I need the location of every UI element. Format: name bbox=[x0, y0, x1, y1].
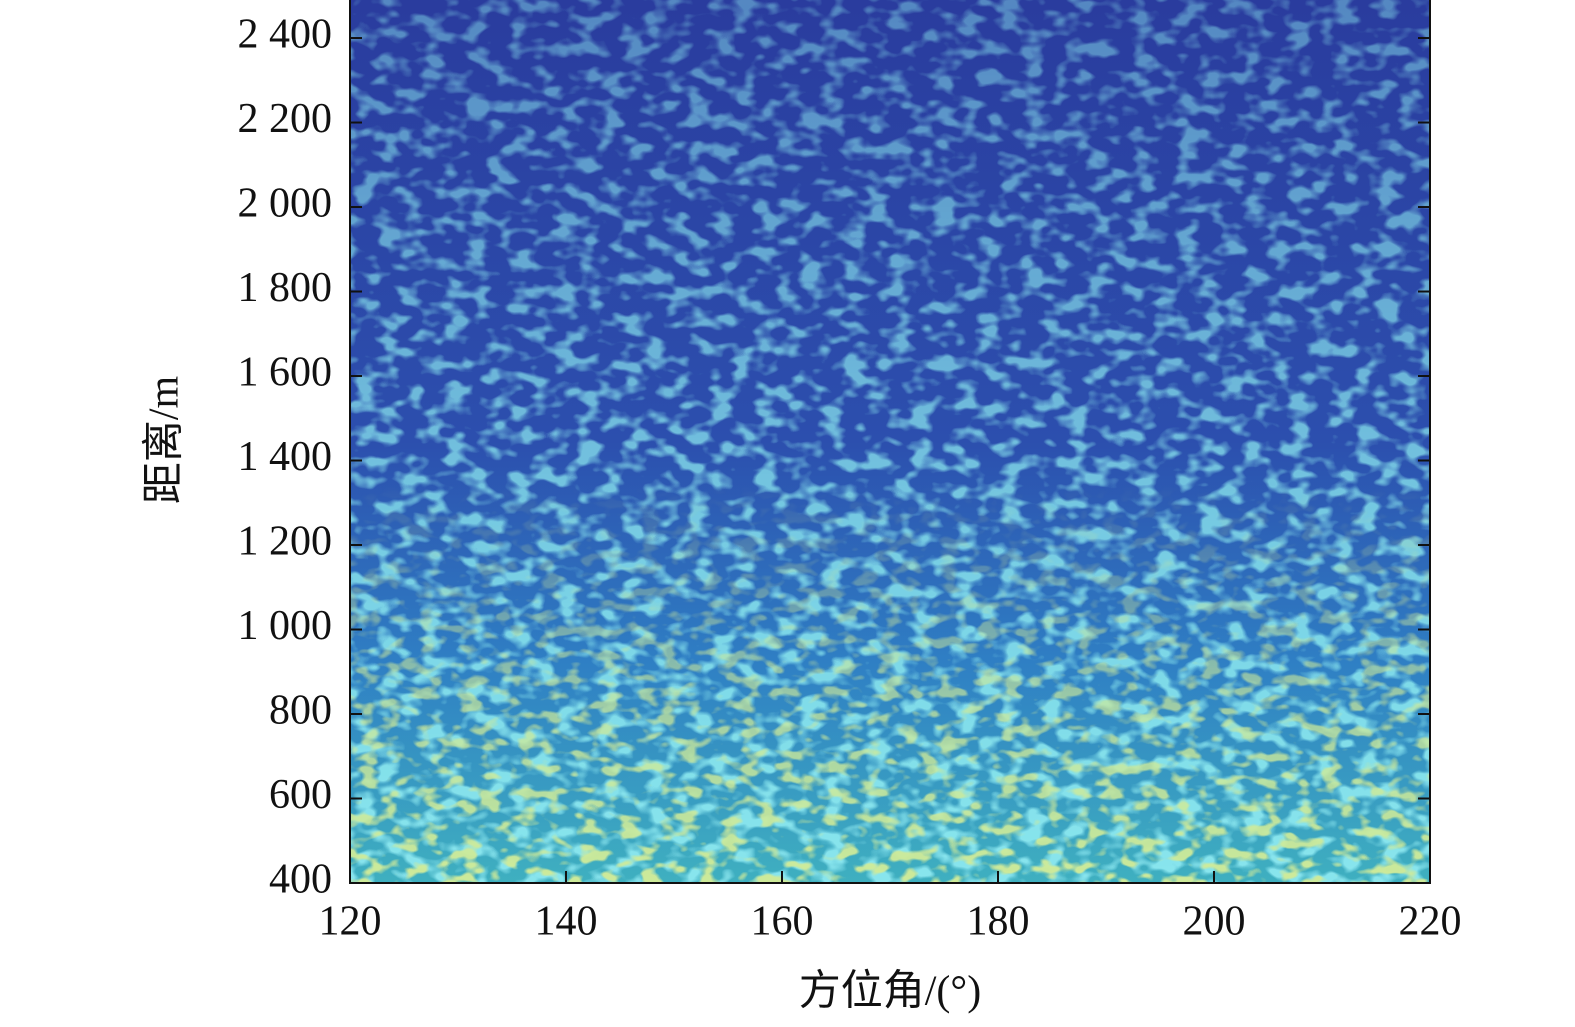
y-tick-label: 1 600 bbox=[238, 350, 333, 396]
y-tick-label: 600 bbox=[269, 772, 332, 818]
y-tick-label: 1 000 bbox=[238, 603, 333, 649]
y-tick-label: 2 200 bbox=[238, 96, 333, 142]
y-axis-label: 距离/m bbox=[141, 376, 188, 505]
x-tick-label: 220 bbox=[1399, 899, 1462, 945]
y-tick-label: 2 400 bbox=[238, 12, 333, 58]
x-tick-label: 160 bbox=[751, 899, 814, 945]
axes-frame bbox=[349, 0, 1431, 884]
x-tick-label: 120 bbox=[319, 899, 382, 945]
radar-image bbox=[350, 0, 1430, 883]
y-tick-label: 800 bbox=[269, 688, 332, 734]
x-tick-label: 200 bbox=[1183, 899, 1246, 945]
y-tick-label: 400 bbox=[269, 857, 332, 903]
x-tick-label: 180 bbox=[967, 899, 1030, 945]
y-tick-label: 1 400 bbox=[238, 434, 333, 480]
y-tick-label: 1 800 bbox=[238, 265, 333, 311]
y-tick-label: 1 200 bbox=[238, 519, 333, 565]
x-tick-label: 140 bbox=[535, 899, 598, 945]
x-axis-label: 方位角/(°) bbox=[799, 968, 981, 1015]
y-tick-label: 2 000 bbox=[238, 181, 333, 227]
